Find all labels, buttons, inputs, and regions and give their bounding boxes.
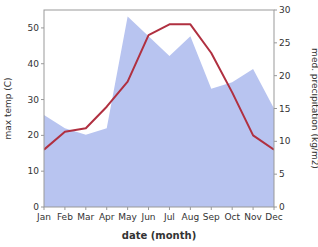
- tick: [41, 27, 44, 28]
- tick: [41, 99, 44, 100]
- tick-label: Aug: [182, 212, 200, 222]
- tick: [274, 174, 277, 175]
- tick: [64, 207, 65, 210]
- area: [44, 17, 274, 207]
- tick-label: Dec: [265, 212, 282, 222]
- tick: [127, 207, 128, 210]
- tick-label: 30: [28, 95, 40, 105]
- plot-area: [44, 17, 274, 207]
- tick: [169, 207, 170, 210]
- chart: 0 10 20 30 40 50 0 5 10 15 20 25 30 Jan Feb Mar AprMay Ju…: [0, 0, 318, 247]
- tick-label: 10: [279, 136, 291, 146]
- tick-label: 50: [28, 23, 40, 33]
- tick-label: Nov: [244, 212, 262, 222]
- tick-label: Jan: [36, 212, 51, 222]
- tick: [274, 207, 275, 210]
- tick: [41, 171, 44, 172]
- y-axis-label: max temp (C): [3, 77, 13, 139]
- tick-label: May: [118, 212, 137, 222]
- tick-label: Jun: [141, 212, 156, 222]
- tick: [41, 63, 44, 64]
- line: [44, 24, 274, 149]
- tick: [274, 42, 277, 43]
- tick: [274, 108, 277, 109]
- tick-label: 0: [279, 202, 285, 212]
- tick: [253, 207, 254, 210]
- tick-label: Oct: [224, 212, 240, 222]
- tick-label: 0: [33, 202, 39, 212]
- x-axis-label: date (month): [122, 230, 196, 241]
- tick-label: 5: [279, 169, 285, 179]
- tick: [106, 207, 107, 210]
- tick: [85, 207, 86, 210]
- tick-label: 25: [279, 38, 290, 48]
- tick: [148, 207, 149, 210]
- tick: [232, 207, 233, 210]
- tick-label: 30: [279, 5, 291, 15]
- tick: [274, 75, 277, 76]
- tick-label: Apr: [99, 212, 115, 222]
- tick-label: 10: [28, 166, 40, 176]
- tick: [274, 10, 277, 11]
- tick-label: 40: [28, 59, 40, 69]
- tick-label: Sep: [203, 212, 220, 222]
- tick-label: Jul: [163, 212, 175, 222]
- tick-label: 20: [28, 130, 40, 140]
- tick-label: Feb: [57, 212, 73, 222]
- tick: [190, 207, 191, 210]
- tick: [41, 135, 44, 136]
- tick: [44, 207, 45, 210]
- tick-label: Mar: [77, 212, 94, 222]
- tick: [211, 207, 212, 210]
- y2-axis-label: med. precipitation (kg/m2): [310, 48, 318, 169]
- plot-frame: [44, 10, 274, 207]
- tick-label: 20: [279, 71, 291, 81]
- tick-label: 15: [279, 104, 290, 114]
- tick: [274, 141, 277, 142]
